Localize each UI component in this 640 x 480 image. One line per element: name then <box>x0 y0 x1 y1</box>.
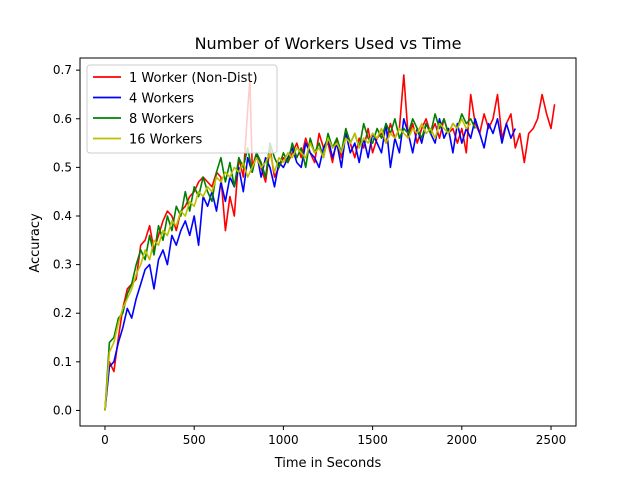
y-tick-label: 0.0 <box>53 403 72 417</box>
x-tick-label: 1000 <box>268 433 299 447</box>
y-tick-label: 0.5 <box>53 160 72 174</box>
legend-label-1: 1 Worker (Non-Dist) <box>129 71 258 86</box>
series-line-3 <box>104 113 476 411</box>
x-tick-label: 0 <box>101 433 109 447</box>
legend-label-2: 4 Workers <box>129 92 194 107</box>
legend-box <box>86 64 278 154</box>
x-tick-label: 2500 <box>536 433 567 447</box>
y-tick-label: 0.4 <box>53 209 72 223</box>
y-tick-label: 0.6 <box>53 112 72 126</box>
legend-label-4: 16 Workers <box>129 133 202 148</box>
y-tick-label: 0.2 <box>53 306 72 320</box>
y-tick-label: 0.7 <box>53 63 72 77</box>
y-tick-label: 0.1 <box>53 355 72 369</box>
x-tick-label: 500 <box>183 433 206 447</box>
axes-frame <box>79 57 577 427</box>
plot-area <box>104 74 556 411</box>
x-axis-label: Time in Seconds <box>274 456 382 471</box>
y-tick-label: 0.3 <box>53 258 72 272</box>
series-line-4 <box>104 118 472 411</box>
x-tick-label: 2000 <box>447 433 478 447</box>
y-axis-label: Accuracy <box>28 213 43 273</box>
legend-label-3: 8 Workers <box>129 112 194 127</box>
x-tick-label: 1500 <box>357 433 388 447</box>
axes: 0 500 1000 1500 2000 2500 0.0 0.1 0.2 0.3 0.4 0.5 0.… <box>53 57 577 447</box>
chart-title: Number of Workers Used vs Time <box>195 34 462 53</box>
legend: 1 Worker (Non-Dist) 4 Workers 8 Workers 16 … <box>86 64 278 154</box>
